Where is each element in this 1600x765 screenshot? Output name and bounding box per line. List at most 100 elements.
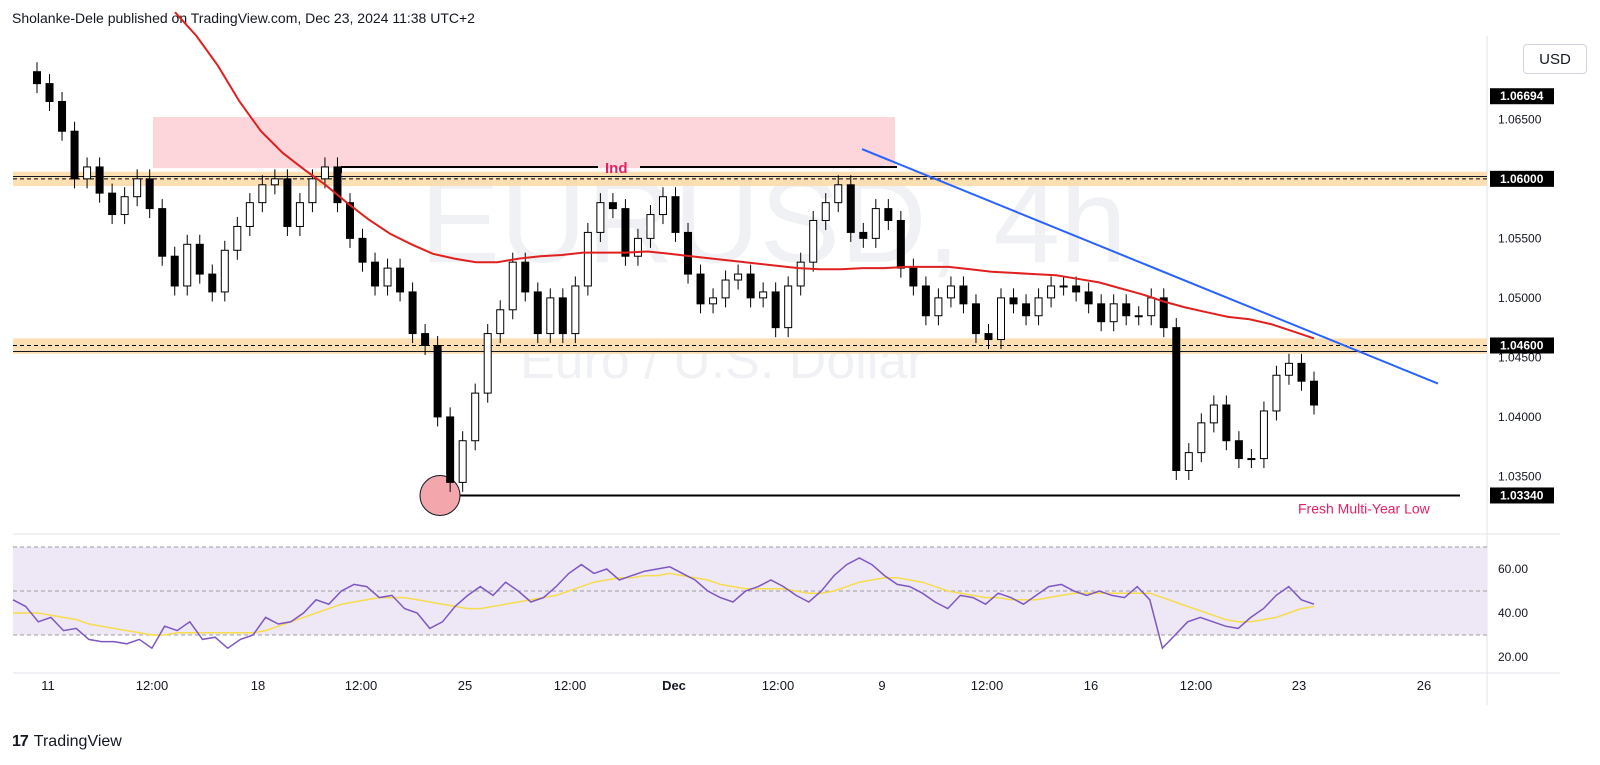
x-tick-label: 12:00 <box>971 678 1004 693</box>
x-tick-label: Dec <box>662 678 686 693</box>
candle-body <box>1147 297 1156 317</box>
price-tag-label: 1.04600 <box>1500 338 1544 352</box>
x-tick-label: 12:00 <box>762 678 795 693</box>
candle <box>997 288 1006 350</box>
candle <box>959 276 968 314</box>
x-tick-label: 25 <box>458 678 472 693</box>
candle-body <box>433 344 442 418</box>
candle <box>571 276 580 344</box>
price-tag <box>1490 88 1554 105</box>
candle <box>233 216 242 260</box>
candle-body <box>1122 303 1131 317</box>
y-tick-label: 1.04500 <box>1498 350 1542 364</box>
candle-body <box>358 237 367 263</box>
candle-body <box>834 184 843 204</box>
candle-body <box>295 202 304 227</box>
candle <box>1022 294 1031 326</box>
candle-body <box>396 267 405 293</box>
tradingview-brand: TradingView <box>33 733 122 750</box>
candle <box>396 258 405 302</box>
candle <box>1034 288 1043 326</box>
candle <box>33 62 41 94</box>
candle-body <box>583 231 592 287</box>
candle-body <box>646 214 655 239</box>
candle <box>1259 401 1268 469</box>
candle-body <box>1084 291 1093 305</box>
candle-body <box>208 273 217 293</box>
candle <box>771 282 780 338</box>
candle-body <box>633 237 642 257</box>
candle-body <box>1097 303 1106 323</box>
candle <box>871 199 880 248</box>
candle-body <box>709 297 718 305</box>
candle <box>746 264 755 308</box>
zone-supply <box>153 116 895 169</box>
annotation-ind: Ind <box>605 160 628 177</box>
candle <box>721 270 730 308</box>
candle <box>1097 294 1106 332</box>
candle <box>133 169 142 207</box>
candle <box>734 264 743 290</box>
candle <box>1284 353 1293 385</box>
candle-body <box>120 196 129 216</box>
candle <box>358 228 367 272</box>
rsi-y-tick-label: 40.00 <box>1498 606 1528 620</box>
candle <box>796 252 805 296</box>
candle-body <box>458 440 467 483</box>
y-tick-label: 1.05000 <box>1498 291 1542 305</box>
candle-body <box>508 261 517 311</box>
candle <box>1072 276 1081 302</box>
candle-body <box>1109 303 1118 323</box>
candle <box>934 288 943 326</box>
candle-body <box>1197 422 1206 454</box>
candle-body <box>308 178 317 204</box>
candle-body <box>721 279 730 299</box>
candle <box>1222 395 1231 451</box>
tradingview-logo[interactable]: 17 TradingView <box>12 733 122 751</box>
candle-body <box>408 291 417 335</box>
candle <box>759 282 768 308</box>
y-tick-label: 1.06500 <box>1498 112 1542 126</box>
candle <box>1247 449 1256 469</box>
candle-body <box>183 243 192 287</box>
candle <box>859 222 868 248</box>
candle-body <box>1310 380 1318 406</box>
currency-button[interactable]: USD <box>1523 44 1587 74</box>
candle <box>1172 318 1181 481</box>
price-tag-label: 1.06000 <box>1500 172 1544 186</box>
candle-body <box>145 178 154 210</box>
candle-body <box>546 297 555 335</box>
candle <box>283 169 292 236</box>
candle-body <box>496 309 505 335</box>
candle-body <box>371 261 380 287</box>
candle-body <box>195 243 204 275</box>
candle-body <box>971 303 980 335</box>
candle-body <box>884 208 893 222</box>
candle-body <box>1009 297 1018 305</box>
price-tag <box>1490 337 1554 354</box>
candle <box>671 187 680 242</box>
candle <box>696 264 705 314</box>
candle <box>1047 276 1056 308</box>
candle-body <box>959 285 968 305</box>
candle <box>1134 306 1143 326</box>
candle-body <box>1034 297 1043 317</box>
candle-body <box>1022 303 1031 317</box>
candle <box>1184 443 1193 481</box>
candle-body <box>1184 452 1193 471</box>
candle <box>508 252 517 320</box>
candle <box>809 210 818 272</box>
y-tick-label: 1.03500 <box>1498 469 1542 483</box>
candle-body <box>1072 285 1081 293</box>
publish-info: Sholanke-Dele published on TradingView.c… <box>12 10 475 26</box>
candle <box>483 324 492 403</box>
candle-body <box>1284 362 1293 376</box>
candle <box>583 222 592 296</box>
price-tag-label: 1.06694 <box>1500 89 1544 103</box>
candle-body <box>58 100 67 132</box>
candle <box>1159 288 1168 338</box>
candle-body <box>483 333 492 394</box>
candle <box>884 199 893 231</box>
candle <box>108 183 117 225</box>
